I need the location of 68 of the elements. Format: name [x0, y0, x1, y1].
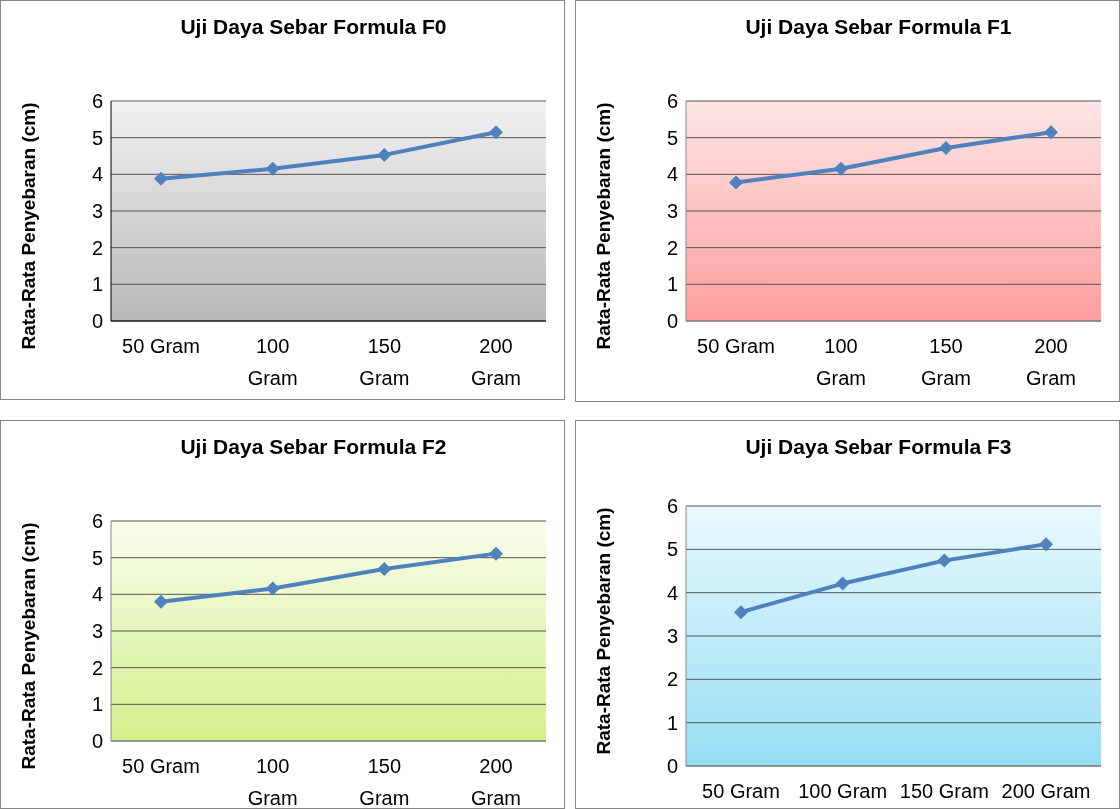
point — [1039, 537, 1053, 552]
y-tick-label: 3 — [91, 200, 103, 223]
point — [937, 553, 952, 568]
y-tick-label: 5 — [91, 126, 103, 149]
y-axis-title: Rata-Rata Penyebaran (cm) — [17, 521, 40, 772]
chart-title: Uji Daya Sebar Formula F3 — [744, 435, 1013, 459]
y-tick-label: 1 — [91, 693, 103, 716]
x-tick-label: 50 Gram — [697, 335, 775, 357]
point — [377, 562, 392, 577]
x-tick-label: 100 Gram — [247, 755, 298, 809]
y-tick-label: 6 — [91, 90, 103, 113]
y-tick-label: 1 — [91, 273, 103, 296]
x-tick-label: 100 Gram — [247, 335, 298, 389]
y-tick-label: 1 — [666, 273, 678, 296]
y-tick-label: 4 — [666, 581, 678, 604]
y-tick-label: 3 — [666, 200, 678, 223]
x-tick-label: 150 Gram — [921, 335, 971, 389]
point — [265, 581, 280, 596]
point — [1044, 125, 1058, 140]
y-tick-label: 1 — [666, 711, 678, 734]
y-tick-label: 5 — [91, 546, 103, 569]
y-tick-label: 0 — [91, 730, 103, 753]
point — [734, 605, 748, 620]
y-tick-label: 4 — [91, 163, 103, 186]
x-tick-label: 200 Gram — [1026, 335, 1076, 389]
x-tick-label: 150 Gram — [899, 780, 989, 802]
y-tick-label: 2 — [666, 236, 678, 259]
y-tick-label: 4 — [666, 163, 678, 186]
y-tick-label: 3 — [666, 625, 678, 648]
point — [265, 161, 280, 176]
y-axis-title: Rata-Rata Penyebaran (cm) — [592, 101, 615, 352]
y-tick-label: 2 — [91, 656, 103, 679]
y-tick-label: 0 — [666, 755, 678, 778]
chart-title: Uji Daya Sebar Formula F0 — [179, 15, 448, 39]
x-tick-label: 200 Gram — [471, 755, 521, 809]
x-tick-label: 150 Gram — [359, 335, 410, 389]
point — [154, 171, 168, 186]
y-tick-label: 6 — [666, 90, 678, 113]
chart-title: Uji Daya Sebar Formula F2 — [179, 435, 448, 459]
x-tick-label: 200 Gram — [471, 335, 521, 389]
y-tick-label: 3 — [91, 620, 103, 643]
point — [835, 576, 850, 591]
x-tick-label: 100 Gram — [798, 780, 888, 802]
x-tick-label: 50 Gram — [702, 780, 780, 802]
point — [489, 125, 503, 140]
point — [377, 147, 392, 162]
y-tick-label: 4 — [91, 583, 103, 606]
y-axis-title: Rata-Rata Penyebaran (cm) — [592, 506, 615, 757]
y-tick-label: 0 — [666, 310, 678, 333]
y-axis-title: Rata-Rata Penyebaran (cm) — [17, 101, 40, 352]
y-tick-label: 0 — [91, 310, 103, 333]
y-tick-label: 5 — [666, 126, 678, 149]
y-tick-label: 6 — [91, 510, 103, 533]
point — [939, 140, 953, 155]
y-tick-label: 2 — [91, 236, 103, 259]
x-tick-label: 50 Gram — [122, 335, 200, 357]
y-tick-label: 5 — [666, 538, 678, 561]
point — [729, 175, 743, 190]
point — [489, 546, 503, 561]
y-tick-label: 6 — [666, 495, 678, 518]
x-tick-label: 100 Gram — [816, 335, 866, 389]
x-tick-label: 200 Gram — [1001, 780, 1091, 802]
x-tick-label: 50 Gram — [122, 755, 200, 777]
chart-title: Uji Daya Sebar Formula F1 — [744, 15, 1013, 39]
y-tick-label: 2 — [666, 668, 678, 691]
point — [834, 161, 848, 176]
point — [154, 594, 168, 609]
x-tick-label: 150 Gram — [359, 755, 410, 809]
